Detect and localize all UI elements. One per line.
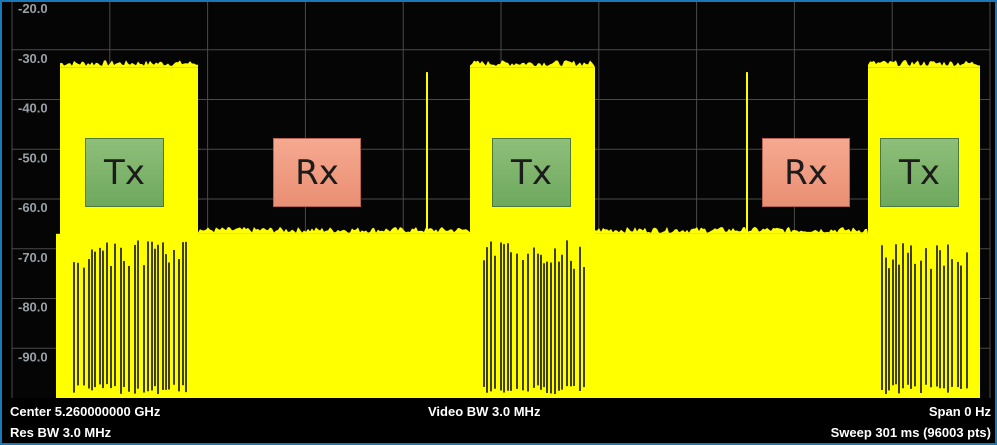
y-tick-label: -30.0 (18, 51, 48, 66)
trace-noise (198, 226, 470, 234)
tx-label-2: Tx (492, 138, 571, 207)
trace-noise (470, 60, 595, 68)
tx-label-3: Tx (880, 138, 959, 207)
trace-segment-rx (198, 72, 470, 398)
trace-skirt (864, 233, 872, 398)
y-axis-tick-labels: -20.0 -30.0 -40.0 -50.0 -60.0 -70.0 -80.0 -90.0 (18, 1, 48, 364)
trace (56, 60, 980, 398)
y-tick-label: -80.0 (18, 300, 48, 315)
trace-block (198, 233, 470, 398)
rx-label-1: Rx (273, 138, 361, 207)
trace-noise (60, 60, 198, 68)
trace-block (595, 233, 868, 398)
res-bw-label: Res BW 3.0 MHz (10, 425, 112, 440)
trace-noise (595, 226, 868, 234)
trace-block (868, 67, 980, 398)
trace-segment-rx (595, 72, 868, 398)
trace-segment-tx (56, 60, 198, 398)
tx-label-1: Tx (85, 138, 164, 207)
y-tick-label: -20.0 (18, 1, 48, 16)
y-tick-label: -90.0 (18, 349, 48, 364)
trace-segment-tx (466, 60, 595, 398)
trace-noise (868, 60, 980, 68)
y-tick-label: -50.0 (18, 150, 48, 165)
y-tick-label: -70.0 (18, 250, 48, 265)
trace-skirt (56, 233, 64, 398)
center-frequency-label: Center 5.260000000 GHz (10, 404, 161, 419)
span-label: Span 0 Hz (928, 404, 991, 419)
sweep-label: Sweep 301 ms (96003 pts) (830, 425, 991, 440)
trace-block (470, 67, 595, 398)
trace-segment-tx (864, 60, 980, 398)
trace-skirt (466, 233, 474, 398)
rx-label-2: Rx (762, 138, 850, 207)
y-tick-label: -60.0 (18, 200, 48, 215)
y-tick-label: -40.0 (18, 101, 48, 116)
video-bw-label: Video BW 3.0 MHz (428, 404, 541, 419)
